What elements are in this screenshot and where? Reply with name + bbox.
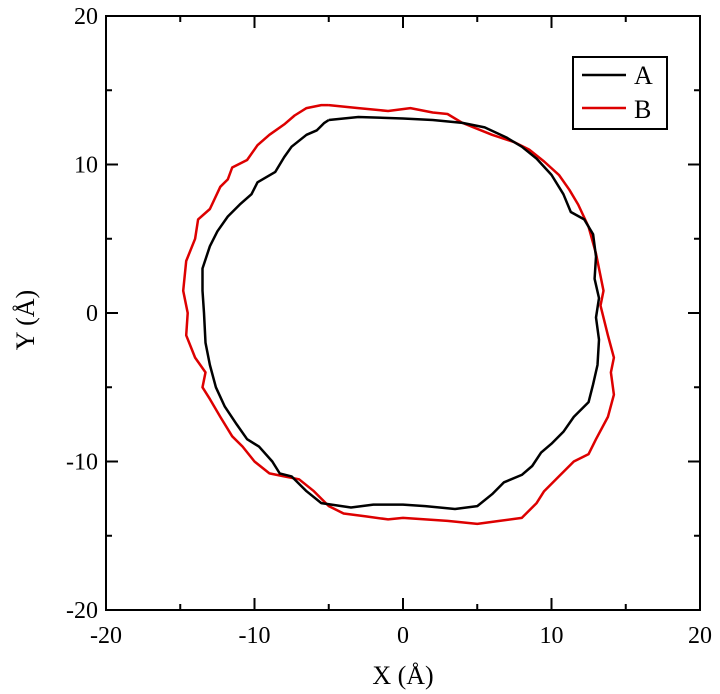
y-tick-label: -20 <box>66 598 98 624</box>
x-tick-label: -20 <box>90 623 122 649</box>
x-tick-label: -10 <box>239 623 271 649</box>
legend: A B <box>572 56 668 130</box>
x-axis-ticks: -20 -10 0 10 20 <box>90 16 712 649</box>
x-tick-label: 20 <box>688 623 712 649</box>
y-tick-label: 10 <box>74 153 98 179</box>
y-tick-label: 0 <box>86 301 98 327</box>
x-axis-label: X (Å) <box>372 661 433 690</box>
series-layer <box>181 103 616 526</box>
x-tick-label: 10 <box>540 623 564 649</box>
y-tick-label: 20 <box>74 4 98 30</box>
series-line-b <box>181 103 616 526</box>
y-tick-label: -10 <box>66 450 98 476</box>
legend-label-b: B <box>634 95 651 124</box>
legend-box <box>572 56 668 130</box>
y-axis-ticks: -20 -10 0 10 20 <box>66 4 700 624</box>
y-axis-label: Y (Å) <box>11 290 40 350</box>
series-line-a <box>201 115 601 511</box>
x-tick-label: 0 <box>397 623 409 649</box>
legend-label-a: A <box>634 61 653 90</box>
